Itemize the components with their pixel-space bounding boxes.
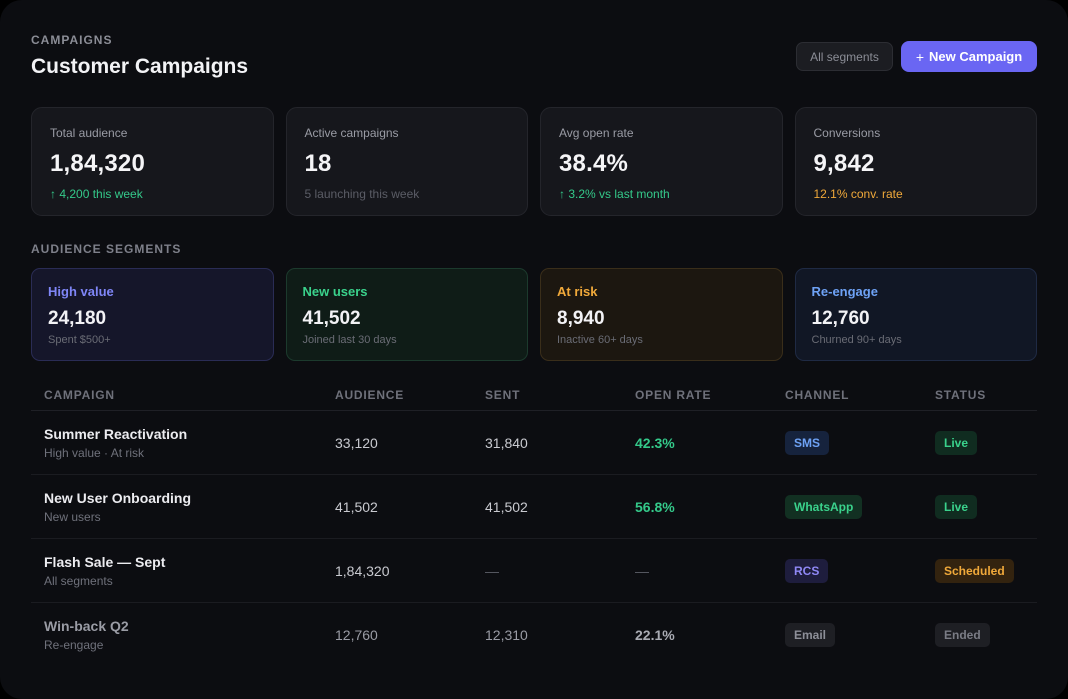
segment-value: 12,760 [811, 308, 870, 329]
campaign-cell: Flash Sale — Sept All segments [31, 554, 335, 588]
status-cell: Ended [935, 623, 1037, 647]
segment-card-high-value[interactable]: High value 24,180 Spent $500+ [31, 268, 274, 361]
campaigns-table: CAMPAIGN AUDIENCE SENT OPEN RATE CHANNEL… [31, 380, 1037, 667]
segment-name: At risk [557, 284, 598, 299]
segment-name: New users [302, 284, 368, 299]
page-title: Customer Campaigns [31, 55, 249, 78]
segment-name: High value [48, 284, 114, 299]
campaign-name[interactable]: Win-back Q2 [44, 618, 129, 634]
column-header-open-rate[interactable]: OPEN RATE [635, 388, 712, 402]
stat-label: Active campaigns [304, 126, 399, 140]
stat-card-conversions: Conversions 9,842 12.1% conv. rate [794, 107, 1037, 216]
campaign-segment: New users [44, 509, 101, 524]
status-cell: Live [935, 430, 1037, 455]
status-cell: Scheduled [935, 558, 1037, 583]
stat-label: Avg open rate [559, 126, 634, 140]
segment-card-new-users[interactable]: New users 41,502 Joined last 30 days [285, 268, 528, 361]
stat-sub: 12.1% conv. rate [813, 187, 903, 201]
all-segments-button[interactable]: All segments [796, 42, 893, 71]
table-header: CAMPAIGN AUDIENCE SENT OPEN RATE CHANNEL… [31, 380, 1037, 411]
new-campaign-button[interactable]: + New Campaign [901, 41, 1037, 72]
sent-cell: 31,840 [485, 434, 528, 451]
segment-card-re-engage[interactable]: Re-engage 12,760 Churned 90+ days [794, 268, 1037, 361]
segment-desc: Spent $500+ [48, 334, 111, 346]
campaign-segment: Re-engage [44, 638, 104, 652]
page-header: CAMPAIGNS Customer Campaigns All segment… [31, 30, 1037, 84]
status-cell: Live [935, 494, 1037, 519]
campaign-name[interactable]: Summer Reactivation [44, 425, 188, 442]
plus-icon: + [915, 48, 924, 65]
channel-badge: WhatsApp [785, 494, 863, 519]
channel-cell: WhatsApp [785, 494, 935, 519]
column-header-audience[interactable]: AUDIENCE [335, 388, 405, 402]
sent-cell: 41,502 [485, 498, 528, 515]
segment-desc: Joined last 30 days [302, 334, 397, 346]
status-badge: Ended [935, 623, 990, 647]
campaign-segment: High value · At risk [44, 445, 145, 460]
stat-label: Conversions [813, 126, 881, 140]
stat-sub: ↑ 4,200 this week [50, 187, 143, 201]
channel-cell: SMS [785, 430, 935, 455]
status-badge: Live [935, 494, 978, 519]
audience-cell: 33,120 [335, 434, 378, 451]
column-header-status[interactable]: STATUS [935, 388, 987, 402]
audience-cell: 12,760 [335, 627, 378, 643]
campaign-segment: All segments [44, 573, 113, 588]
campaign-name[interactable]: Flash Sale — Sept [44, 553, 166, 570]
segment-desc: Churned 90+ days [811, 334, 902, 346]
segment-card-at-risk[interactable]: At risk 8,940 Inactive 60+ days [540, 268, 783, 361]
stat-sub: ↑ 3.2% vs last month [559, 187, 670, 201]
segment-name: Re-engage [811, 284, 878, 299]
table-row[interactable]: Flash Sale — Sept All segments 1,84,320 … [31, 539, 1037, 603]
campaign-cell: New User Onboarding New users [31, 490, 335, 524]
channel-cell: Email [785, 623, 935, 647]
open-rate-cell: 42.3% [635, 434, 675, 451]
table-row[interactable]: Summer Reactivation High value · At risk… [31, 411, 1037, 475]
channel-badge: RCS [785, 558, 829, 583]
audience-cell: 41,502 [335, 498, 378, 515]
column-header-sent[interactable]: SENT [485, 388, 521, 402]
channel-badge: SMS [785, 430, 830, 455]
channel-badge: Email [785, 623, 836, 647]
status-badge: Scheduled [935, 558, 1014, 583]
stat-card-avg-open-rate: Avg open rate 38.4% ↑ 3.2% vs last month [540, 107, 783, 216]
stat-card-active-campaigns: Active campaigns 18 5 launching this wee… [285, 107, 528, 216]
segment-value: 41,502 [302, 308, 361, 329]
stat-label: Total audience [50, 126, 128, 140]
segments-row: High value 24,180 Spent $500+ New users … [31, 268, 1037, 361]
channel-cell: RCS [785, 558, 935, 583]
audience-cell: 1,84,320 [335, 562, 390, 579]
stats-row: Total audience 1,84,320 ↑ 4,200 this wee… [31, 107, 1037, 216]
segments-section-title: AUDIENCE SEGMENTS [31, 242, 182, 256]
status-badge: Live [935, 430, 978, 455]
segment-value: 8,940 [557, 308, 605, 329]
campaign-cell: Summer Reactivation High value · At risk [31, 426, 335, 460]
open-rate-cell: — [635, 562, 649, 579]
table-row[interactable]: Win-back Q2 Re-engage 12,760 12,310 22.1… [31, 603, 1037, 667]
sent-cell: — [485, 562, 499, 579]
table-row[interactable]: New User Onboarding New users 41,502 41,… [31, 475, 1037, 539]
new-campaign-label: New Campaign [929, 49, 1023, 64]
stat-card-total-audience: Total audience 1,84,320 ↑ 4,200 this wee… [31, 107, 274, 216]
segment-desc: Inactive 60+ days [557, 334, 643, 346]
stat-sub: 5 launching this week [304, 187, 420, 201]
column-header-campaign[interactable]: CAMPAIGN [44, 388, 115, 402]
segment-value: 24,180 [48, 308, 107, 329]
stat-value: 9,842 [813, 150, 875, 177]
campaign-name[interactable]: New User Onboarding [44, 489, 192, 506]
column-header-channel[interactable]: CHANNEL [785, 388, 850, 402]
campaign-cell: Win-back Q2 Re-engage [31, 618, 335, 652]
stat-value: 1,84,320 [50, 150, 146, 177]
open-rate-cell: 22.1% [635, 627, 675, 643]
page-eyebrow: CAMPAIGNS [31, 33, 113, 47]
stat-value: 18 [304, 150, 332, 177]
stat-value: 38.4% [559, 150, 629, 177]
open-rate-cell: 56.8% [635, 498, 675, 515]
sent-cell: 12,310 [485, 627, 528, 643]
